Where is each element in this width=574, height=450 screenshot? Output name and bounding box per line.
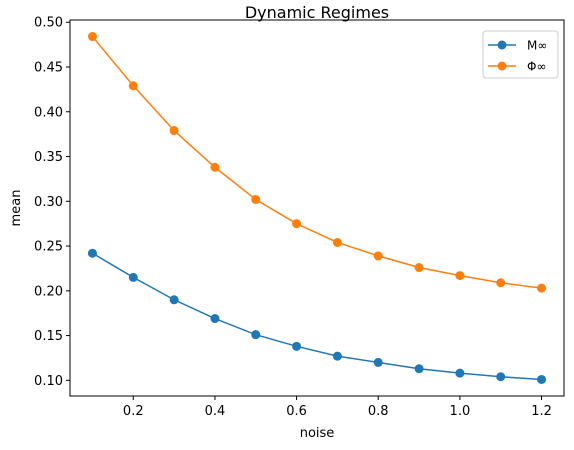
x-tick-label: 1.2 (531, 404, 552, 419)
series-2 (87, 32, 547, 293)
y-axis-label: mean (9, 190, 24, 227)
data-point (128, 81, 138, 91)
x-axis: 0.2 0.4 0.6 0.8 1.0 1.2 (123, 396, 552, 419)
x-tick-label: 1.0 (450, 404, 471, 419)
data-point (251, 330, 261, 340)
y-tick-label: 0.10 (34, 374, 63, 389)
legend-entry: Φ∞ (488, 60, 546, 74)
plot-area-frame (69, 19, 565, 397)
data-point (455, 271, 465, 281)
data-point (292, 219, 302, 229)
legend-entry: M∞ (488, 39, 547, 53)
y-tick-label: 0.50 (34, 16, 63, 31)
data-point (537, 283, 547, 293)
series-1 (87, 248, 547, 384)
data-point (292, 341, 302, 351)
data-point (169, 295, 179, 305)
data-point (373, 357, 383, 367)
data-point (373, 251, 383, 261)
y-tick-label: 0.25 (34, 240, 63, 255)
data-point (455, 368, 465, 378)
data-point (87, 248, 97, 258)
data-point (496, 278, 506, 288)
y-tick-label: 0.30 (34, 195, 63, 210)
data-point (537, 374, 547, 384)
x-tick-label: 0.8 (368, 404, 389, 419)
legend-marker (497, 61, 507, 71)
legend-label: Φ∞ (527, 60, 546, 74)
series-line (92, 252, 542, 381)
y-axis: 0.10 0.15 0.20 0.25 0.30 0.35 0.40 0.45 0.50 (34, 16, 70, 389)
y-tick-label: 0.45 (34, 61, 63, 76)
data-point (414, 364, 424, 374)
data-point (87, 32, 97, 42)
chart-title: Dynamic Regimes (245, 3, 389, 22)
y-tick-label: 0.40 (34, 105, 63, 120)
data-point (128, 272, 138, 282)
y-tick-label: 0.20 (34, 284, 63, 299)
legend: M∞ Φ∞ (482, 30, 559, 79)
x-tick-label: 0.4 (205, 404, 226, 419)
data-point (210, 162, 220, 172)
series-line (91, 36, 542, 289)
x-tick-label: 0.2 (123, 404, 144, 419)
data-point (332, 237, 342, 247)
data-point (414, 263, 424, 273)
legend-label: M∞ (527, 39, 547, 53)
legend-marker (497, 40, 507, 50)
series-layer (87, 32, 547, 384)
data-point (332, 351, 342, 361)
y-tick-label: 0.35 (34, 150, 63, 165)
data-point (251, 194, 261, 204)
data-point (169, 126, 179, 136)
data-point (210, 314, 220, 324)
x-tick-label: 0.6 (286, 404, 307, 419)
data-point (496, 372, 506, 382)
x-axis-label: noise (300, 426, 335, 441)
y-tick-label: 0.15 (34, 329, 63, 344)
